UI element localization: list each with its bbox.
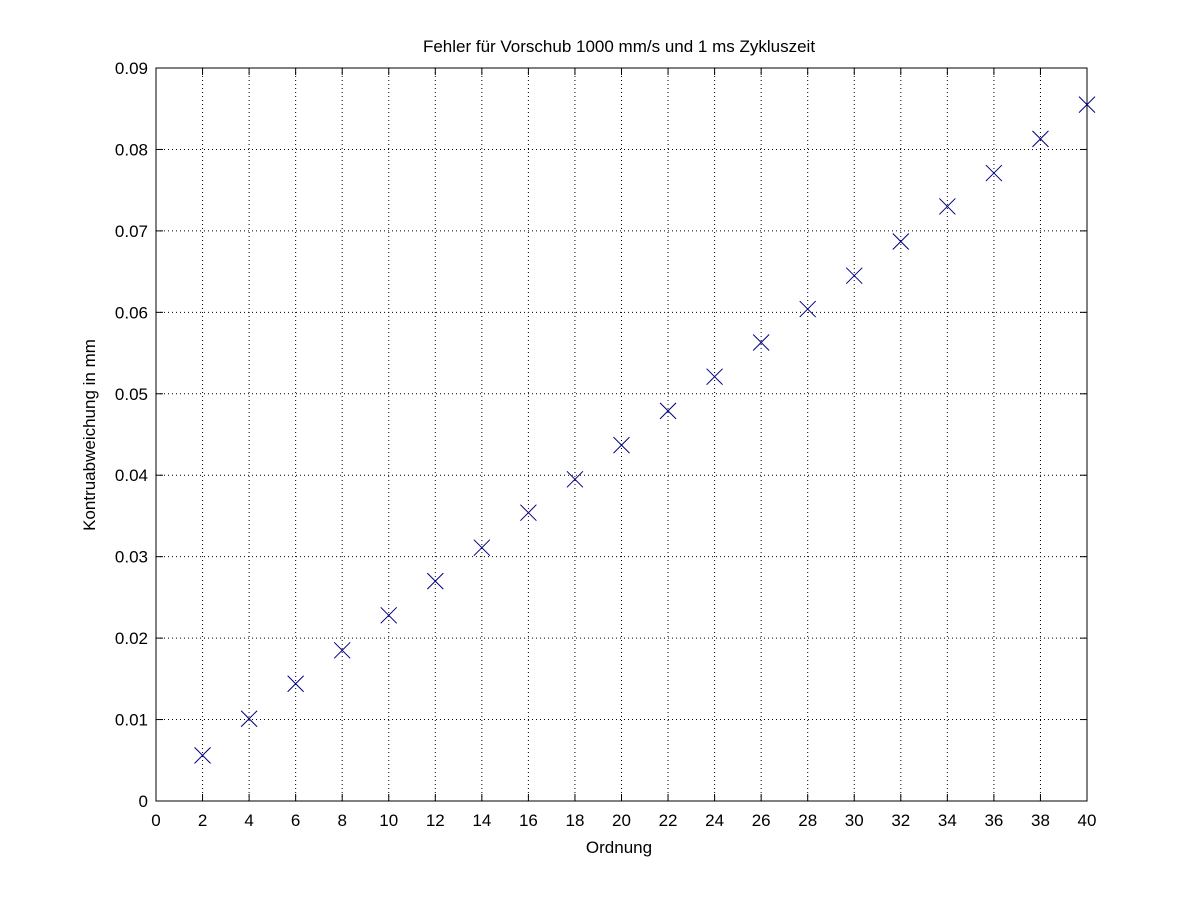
y-tick-label: 0.01 <box>115 711 148 730</box>
data-point-marker <box>1032 130 1049 148</box>
y-axis-label: Kontruabweichung in mm <box>80 339 99 531</box>
data-point-marker <box>194 747 211 764</box>
x-tick-label: 26 <box>752 811 771 830</box>
data-point-marker <box>985 164 1003 182</box>
axis-ticks <box>155 67 1088 802</box>
y-tick-label: 0.09 <box>115 59 148 78</box>
data-point-marker <box>659 402 677 420</box>
data-point-marker <box>706 368 723 386</box>
x-tick-label: 36 <box>984 811 1003 830</box>
y-axis-tick-labels: 0 0.01 0.02 0.03 0.04 0.05 0.06 0.07 0.08 0.09 <box>115 59 148 811</box>
y-tick-label: 0.06 <box>115 303 148 322</box>
x-tick-label: 12 <box>426 811 445 830</box>
data-point-marker <box>752 334 770 351</box>
x-tick-label: 0 <box>151 811 160 830</box>
x-tick-label: 22 <box>659 811 678 830</box>
data-point-marker <box>566 470 584 488</box>
chart-title: Fehler für Vorschub 1000 mm/s und 1 ms Z… <box>423 37 815 56</box>
data-point-marker <box>845 267 863 285</box>
x-tick-label: 10 <box>379 811 398 830</box>
y-tick-label: 0.08 <box>115 140 148 159</box>
y-tick-label: 0.05 <box>115 385 148 404</box>
x-tick-label: 4 <box>244 811 253 830</box>
data-point-marker <box>938 198 956 215</box>
data-point-marker <box>1078 96 1096 114</box>
data-markers <box>194 96 1096 764</box>
x-tick-label: 24 <box>705 811 724 830</box>
x-tick-label: 6 <box>291 811 300 830</box>
data-point-marker <box>426 572 444 590</box>
y-tick-label: 0.07 <box>115 222 148 241</box>
x-tick-label: 32 <box>891 811 910 830</box>
x-tick-label: 2 <box>198 811 207 830</box>
data-point-marker <box>240 710 258 728</box>
x-tick-label: 14 <box>472 811 491 830</box>
data-point-marker <box>799 300 817 318</box>
data-point-marker <box>380 606 398 624</box>
data-point-marker <box>473 539 491 557</box>
y-tick-label: 0.04 <box>115 466 148 485</box>
x-tick-label: 20 <box>612 811 631 830</box>
x-tick-label: 8 <box>337 811 346 830</box>
x-tick-label: 28 <box>798 811 817 830</box>
x-tick-label: 38 <box>1031 811 1050 830</box>
x-tick-label: 30 <box>845 811 864 830</box>
y-tick-label: 0 <box>139 792 148 811</box>
x-axis-tick-labels: 0 2 4 6 8 10 12 14 16 18 20 22 24 26 28 30 32 34 36 38 40 <box>151 811 1096 830</box>
data-point-marker <box>520 504 537 522</box>
data-point-marker <box>613 436 630 454</box>
x-tick-label: 16 <box>519 811 538 830</box>
data-point-marker <box>333 641 351 659</box>
data-point-marker <box>287 675 305 693</box>
data-point-marker <box>892 233 910 250</box>
x-axis-label: Ordnung <box>586 838 652 857</box>
y-tick-label: 0.02 <box>115 629 148 648</box>
x-tick-label: 34 <box>938 811 957 830</box>
x-tick-label: 18 <box>565 811 584 830</box>
x-tick-label: 40 <box>1078 811 1097 830</box>
y-tick-label: 0.03 <box>115 548 148 567</box>
